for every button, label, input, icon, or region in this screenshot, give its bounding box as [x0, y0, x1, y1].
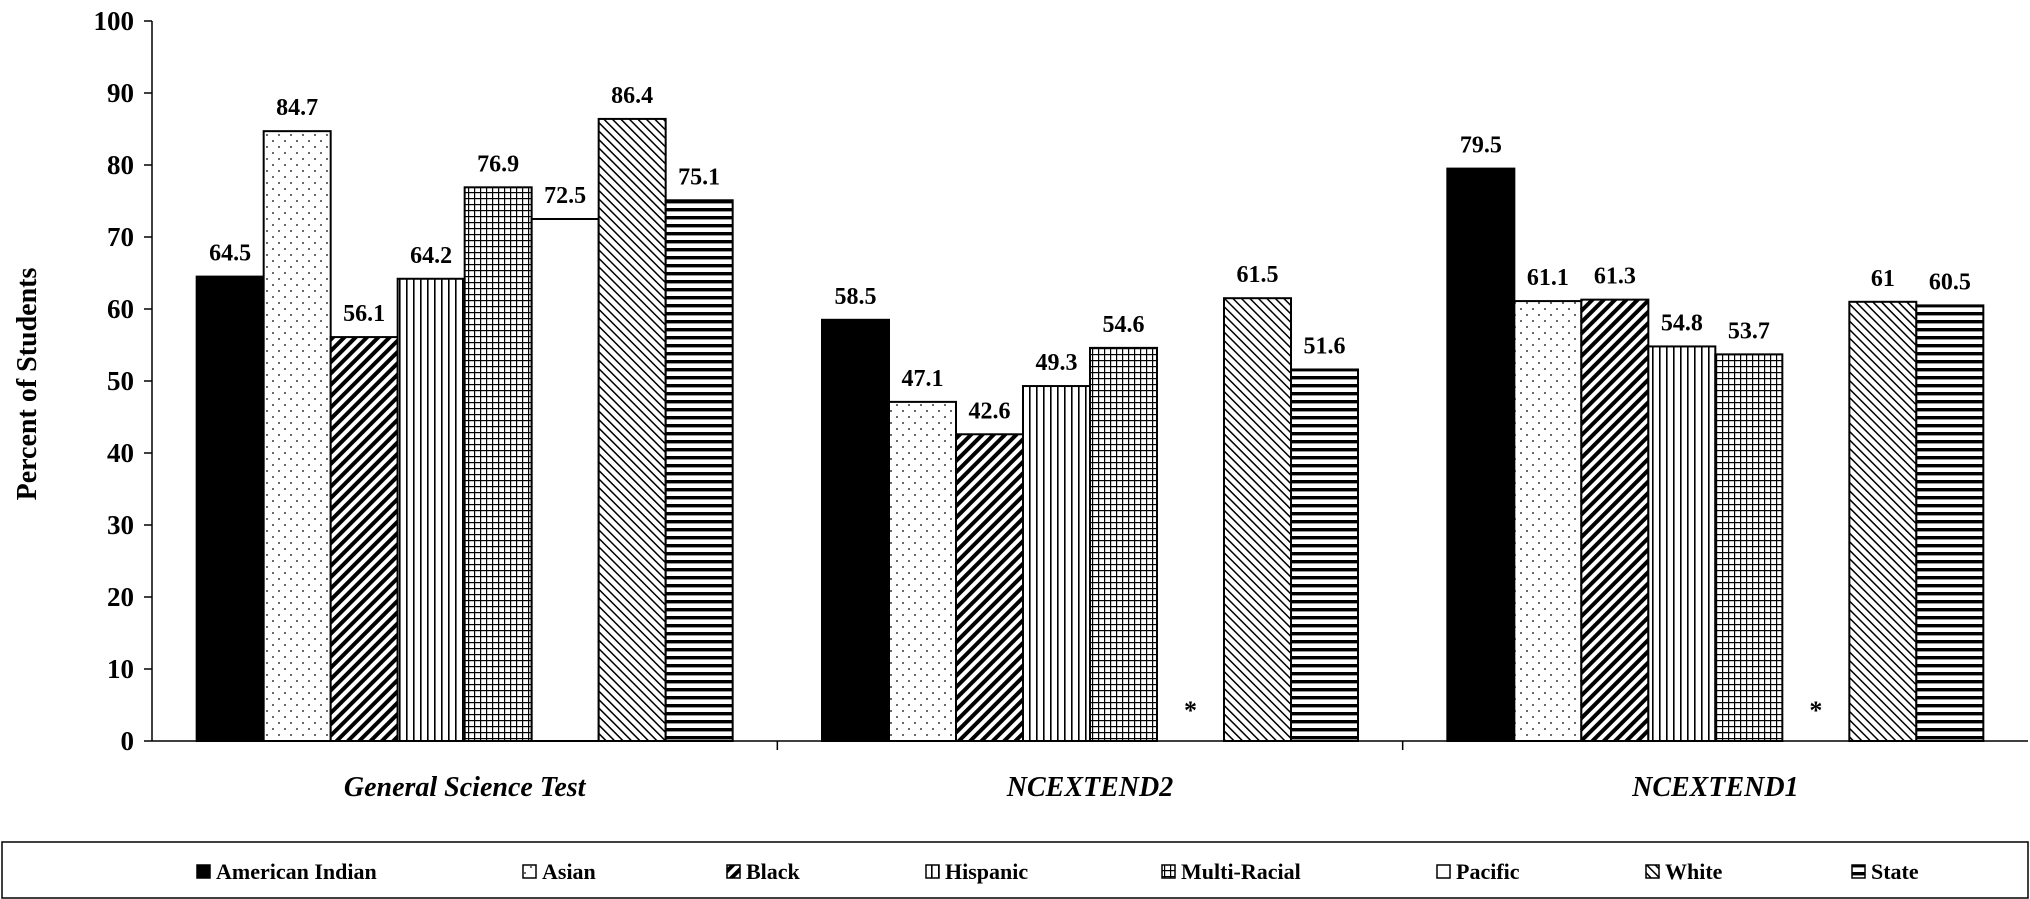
data-label: 86.4 — [611, 83, 653, 109]
bar-american-indian-3 — [1446, 167, 1516, 743]
bar-multi-racial-2 — [1089, 346, 1158, 742]
bar-asian-3 — [1513, 300, 1583, 742]
data-label: 61 — [1871, 266, 1895, 292]
data-label: 54.8 — [1661, 310, 1703, 336]
missing-data-marker: * — [1809, 696, 1822, 725]
data-label: 61.5 — [1237, 262, 1279, 288]
legend-swatch — [196, 864, 211, 879]
bar-black-1 — [329, 336, 399, 742]
data-label: 60.5 — [1929, 269, 1971, 295]
bar-white-3 — [1848, 300, 1918, 742]
bar-asian-1 — [262, 130, 332, 743]
category-labels: General Science Test NCEXTEND2 NCEXTEND1 — [344, 772, 1799, 803]
bar-black-3 — [1580, 298, 1650, 742]
category-label: NCEXTEND1 — [1631, 772, 1798, 803]
bar-state-2 — [1290, 368, 1359, 742]
legend-label: State — [1871, 859, 1919, 884]
data-label: 56.1 — [343, 301, 385, 327]
legend-label: Multi-Racial — [1181, 859, 1301, 884]
legend-swatch — [522, 864, 537, 879]
data-label: 61.3 — [1594, 264, 1636, 290]
legend-label: Asian — [542, 859, 596, 884]
y-tick-label: 0 — [121, 726, 135, 756]
bar-multi-racial-1 — [463, 186, 533, 742]
bar-state-3 — [1915, 304, 1985, 742]
y-tick-label: 40 — [107, 438, 134, 468]
category-label: General Science Test — [344, 772, 587, 803]
data-label: 47.1 — [902, 366, 944, 392]
bar-pacific-1 — [530, 218, 600, 742]
bar-asian-2 — [888, 400, 957, 742]
y-tick-label: 90 — [107, 78, 134, 108]
bar-hispanic-2 — [1022, 385, 1091, 742]
y-tick-label: 100 — [94, 6, 135, 36]
legend: American Indian Asian Black Hispanic Multi-R… — [1, 841, 2029, 899]
bar-white-2 — [1223, 297, 1292, 742]
legend-swatch — [726, 864, 741, 879]
data-label: 61.1 — [1527, 265, 1569, 291]
legend-box — [1, 841, 2029, 899]
y-tick-label: 70 — [107, 222, 134, 252]
legend-swatch — [1161, 864, 1176, 879]
data-label: 54.6 — [1103, 312, 1145, 338]
data-label: 84.7 — [276, 95, 318, 121]
y-axis-label: Percent of Students — [12, 268, 43, 501]
data-label: 79.5 — [1460, 133, 1502, 159]
y-tick-label: 60 — [107, 294, 134, 324]
data-label: 42.6 — [969, 398, 1011, 424]
bar-hispanic-3 — [1647, 345, 1717, 742]
bar-american-indian-1 — [195, 275, 265, 742]
data-label: 53.7 — [1728, 318, 1770, 344]
y-tick-label: 30 — [107, 510, 134, 540]
bar-state-1 — [664, 199, 734, 742]
data-label: 64.2 — [410, 243, 452, 269]
bar-hispanic-1 — [396, 277, 466, 742]
y-tick-label: 80 — [107, 150, 134, 180]
legend-label: Black — [746, 859, 801, 884]
legend-swatch — [1436, 864, 1451, 879]
bar-multi-racial-3 — [1714, 353, 1784, 742]
bar-black-2 — [955, 433, 1024, 742]
data-label: 75.1 — [678, 164, 720, 190]
bar-american-indian-2 — [821, 318, 890, 742]
legend-label: Hispanic — [945, 859, 1028, 884]
y-tick-label: 20 — [107, 582, 134, 612]
legend-label: Pacific — [1456, 859, 1520, 884]
bar-white-1 — [597, 117, 667, 743]
legend-swatch — [925, 864, 940, 879]
legend-label: American Indian — [216, 859, 377, 884]
y-tick-label: 50 — [107, 366, 134, 396]
legend-swatch — [1645, 864, 1660, 879]
data-label: 58.5 — [835, 284, 877, 310]
data-label: 64.5 — [209, 241, 251, 267]
data-label: 51.6 — [1304, 333, 1346, 359]
bars — [195, 117, 1985, 743]
legend-swatch — [1851, 864, 1866, 879]
legend-label: White — [1665, 859, 1723, 884]
data-label: 49.3 — [1036, 350, 1078, 376]
category-label: NCEXTEND2 — [1006, 772, 1173, 803]
data-label: 76.9 — [477, 151, 519, 177]
y-tick-label: 10 — [107, 654, 134, 684]
data-labels: 64.5 84.7 56.1 64.2 76.9 72.5 86.4 75.1 58.5 47.1… — [209, 83, 1971, 725]
data-label: 72.5 — [544, 183, 586, 209]
missing-data-marker: * — [1184, 696, 1197, 725]
